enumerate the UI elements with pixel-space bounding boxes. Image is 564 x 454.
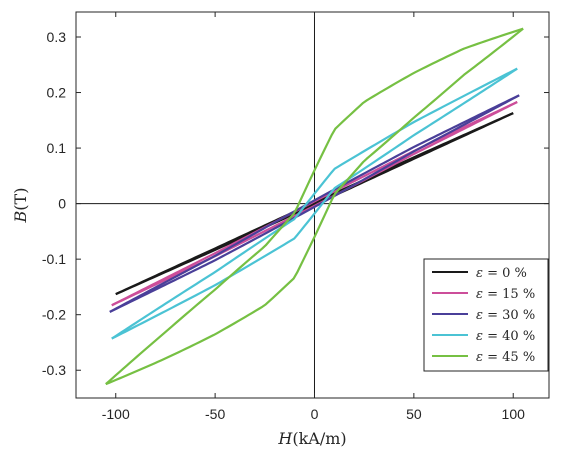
legend-label: ε = 40 %: [476, 329, 535, 344]
legend-label-rest: = 15 %: [483, 287, 535, 302]
legend-symbol: ε: [476, 287, 483, 302]
legend-label-rest: = 0 %: [483, 266, 527, 281]
y-axis-symbol: B: [11, 210, 30, 223]
series-layer: [105, 27, 524, 386]
x-tick-label: 50: [406, 406, 422, 422]
series-line-upper: [111, 67, 518, 340]
x-tick-label: -100: [102, 406, 130, 422]
x-axis-unit: (kA/m): [292, 429, 346, 448]
x-tick-label: -50: [205, 406, 225, 422]
plot-frame: [75, 11, 550, 399]
legend-symbol: ε: [476, 266, 483, 281]
x-axis-ticks: -100 -50 0 50 100: [102, 12, 525, 422]
y-axis-unit: (T): [11, 188, 30, 211]
legend-label: ε = 45 %: [476, 350, 535, 365]
legend-label: ε = 15 %: [476, 287, 535, 302]
y-tick-label: 0.2: [47, 85, 67, 101]
legend-entry: ε = 40 %: [432, 329, 535, 344]
series-line-lower: [105, 27, 524, 386]
y-tick-label: -0.3: [42, 362, 66, 378]
series-line-lower: [109, 94, 520, 313]
y-tick-label: 0: [58, 196, 66, 212]
legend: ε = 0 % ε = 15 % ε = 30 % ε = 40 % ε = 4…: [423, 258, 549, 372]
series-line-upper: [109, 94, 520, 313]
legend-label-rest: = 40 %: [483, 329, 535, 344]
x-axis-title: H(kA/m): [277, 429, 346, 448]
legend-label-rest: = 45 %: [483, 350, 535, 365]
legend-label-rest: = 30 %: [483, 308, 535, 323]
legend-entry: ε = 45 %: [432, 350, 535, 365]
series-line-lower: [111, 67, 518, 340]
series-line-upper: [105, 27, 524, 385]
series-group: [105, 27, 524, 386]
y-axis-ticks: -0.3 -0.2 -0.1 0 0.1 0.2 0.3: [42, 29, 549, 378]
legend-entry: ε = 0 %: [432, 266, 527, 281]
y-axis-title: B(T): [11, 188, 30, 224]
x-tick-label: 100: [502, 406, 526, 422]
legend-symbol: ε: [476, 308, 483, 323]
y-tick-label: 0.3: [47, 29, 67, 45]
legend-symbol: ε: [476, 329, 483, 344]
legend-entry: ε = 30 %: [432, 308, 535, 323]
legend-symbol: ε: [476, 350, 483, 365]
legend-entry: ε = 15 %: [432, 287, 535, 302]
legend-label: ε = 30 %: [476, 308, 535, 323]
x-tick-label: 0: [311, 406, 319, 422]
x-axis-symbol: H: [277, 429, 293, 448]
y-tick-label: -0.1: [42, 251, 66, 267]
series-group: [109, 94, 520, 313]
legend-label: ε = 0 %: [476, 266, 527, 281]
series-group: [111, 67, 518, 340]
y-tick-label: -0.2: [42, 307, 66, 323]
y-tick-label: 0.1: [47, 140, 67, 156]
